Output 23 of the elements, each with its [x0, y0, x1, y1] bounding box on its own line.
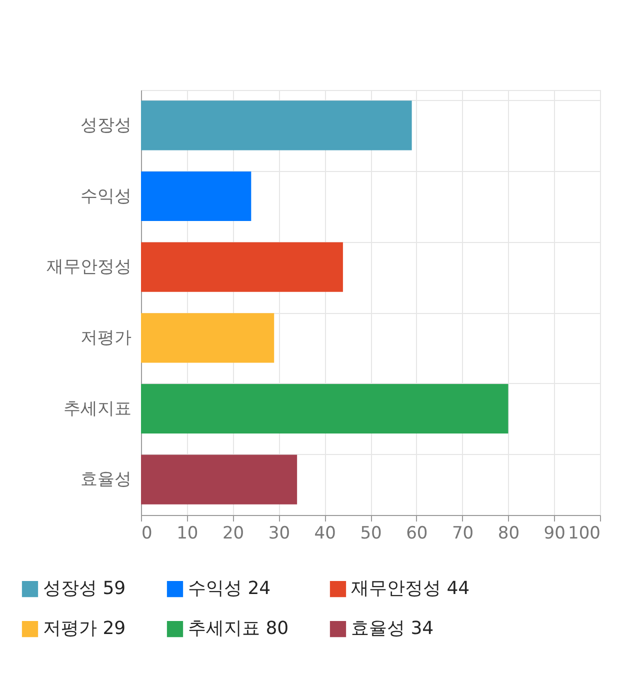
legend-label: 저평가 29: [43, 618, 126, 639]
x-tick-label: 80: [498, 524, 520, 544]
x-tick-label: 30: [268, 524, 290, 544]
x-tick-label: 70: [452, 524, 474, 544]
x-tick-label: 90: [544, 524, 566, 544]
y-tick-label: 효율성: [80, 470, 132, 490]
legend-label: 재무안정성 44: [351, 578, 470, 599]
legend-label: 성장성 59: [43, 578, 126, 599]
legend-label: 수익성 24: [188, 578, 271, 599]
x-tick-label: 50: [360, 524, 382, 544]
x-tick-label: 10: [176, 524, 198, 544]
x-tick-label: 40: [314, 524, 336, 544]
x-tick-label: 20: [222, 524, 244, 544]
y-tick-label: 재무안정성: [46, 257, 132, 278]
x-tick-label: 0: [142, 524, 152, 544]
y-tick-label: 저평가: [80, 328, 132, 348]
y-tick-label: 수익성: [80, 186, 132, 206]
y-tick-label: 추세지표: [64, 398, 132, 419]
legend-label: 효율성 34: [351, 618, 434, 639]
x-tick-label: 100: [568, 524, 600, 544]
y-tick-label: 성장성: [80, 115, 132, 136]
x-tick-label: 60: [406, 524, 428, 544]
legend-label: 추세지표 80: [188, 618, 289, 639]
